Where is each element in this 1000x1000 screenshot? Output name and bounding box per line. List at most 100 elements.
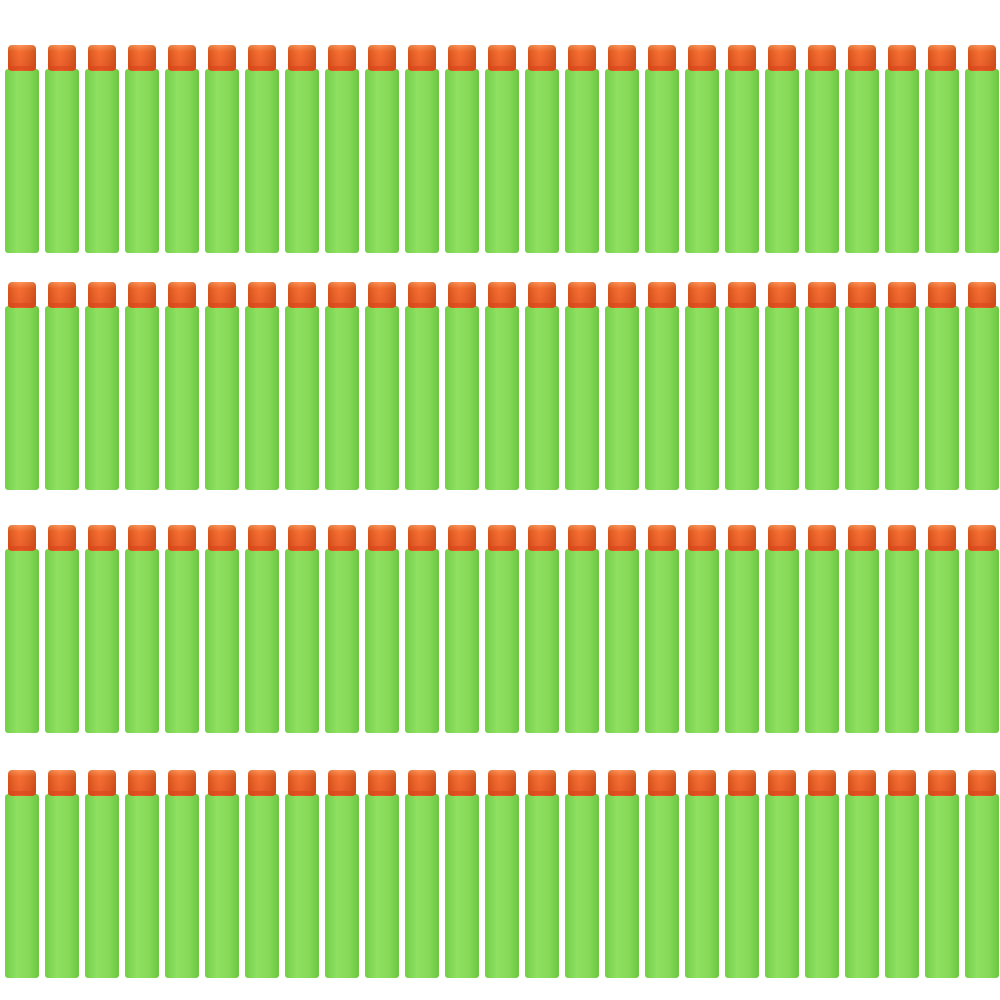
dart-tip-shade bbox=[488, 45, 516, 71]
dart-row bbox=[5, 770, 999, 978]
dart-body bbox=[565, 306, 599, 490]
dart bbox=[885, 45, 919, 253]
dart-body bbox=[805, 69, 839, 253]
dart-body bbox=[365, 69, 399, 253]
dart-body bbox=[45, 794, 79, 978]
dart-tip-shade bbox=[768, 525, 796, 551]
dart-body bbox=[565, 69, 599, 253]
dart-tip-rim bbox=[528, 546, 556, 550]
dart bbox=[205, 45, 239, 253]
dart-body bbox=[245, 549, 279, 733]
dart-tip-rim bbox=[288, 303, 316, 307]
dart-tip-rim bbox=[648, 303, 676, 307]
dart-body bbox=[645, 549, 679, 733]
dart-body bbox=[685, 794, 719, 978]
dart-body bbox=[325, 794, 359, 978]
dart-tip-shade bbox=[728, 770, 756, 796]
dart-body bbox=[45, 69, 79, 253]
dart bbox=[965, 282, 999, 490]
dart bbox=[645, 770, 679, 978]
dart-tip-rim bbox=[608, 66, 636, 70]
dart-tip-shade bbox=[608, 45, 636, 71]
dart bbox=[885, 770, 919, 978]
dart-tip-shade bbox=[288, 525, 316, 551]
dart-tip-rim bbox=[528, 303, 556, 307]
dart-tip-shade bbox=[928, 45, 956, 71]
dart bbox=[845, 770, 879, 978]
dart-tip-shade bbox=[928, 525, 956, 551]
dart-tip-shade bbox=[848, 525, 876, 551]
dart-tip-shade bbox=[328, 282, 356, 308]
dart bbox=[165, 770, 199, 978]
dart-tip-shade bbox=[248, 45, 276, 71]
dart-body bbox=[125, 69, 159, 253]
dart-tip-shade bbox=[88, 45, 116, 71]
dart bbox=[885, 282, 919, 490]
dart bbox=[85, 770, 119, 978]
dart-tip-rim bbox=[928, 303, 956, 307]
dart-body bbox=[685, 549, 719, 733]
dart-tip-rim bbox=[568, 66, 596, 70]
dart-tip-rim bbox=[368, 66, 396, 70]
dart-tip-shade bbox=[568, 525, 596, 551]
dart-tip-shade bbox=[768, 770, 796, 796]
dart bbox=[405, 770, 439, 978]
dart-tip-rim bbox=[288, 66, 316, 70]
dart-tip-shade bbox=[728, 282, 756, 308]
dart-tip-shade bbox=[888, 525, 916, 551]
dart bbox=[565, 45, 599, 253]
dart-tip-rim bbox=[208, 546, 236, 550]
dart-body bbox=[965, 549, 999, 733]
dart-tip-shade bbox=[88, 770, 116, 796]
dart-tip-shade bbox=[208, 525, 236, 551]
dart-tip-shade bbox=[688, 45, 716, 71]
dart bbox=[565, 770, 599, 978]
dart bbox=[685, 282, 719, 490]
dart bbox=[925, 45, 959, 253]
dart-tip-shade bbox=[888, 45, 916, 71]
dart-tip-shade bbox=[128, 45, 156, 71]
dart-body bbox=[365, 306, 399, 490]
dart-tip-rim bbox=[8, 303, 36, 307]
dart bbox=[325, 45, 359, 253]
dart-body bbox=[605, 306, 639, 490]
dart bbox=[5, 525, 39, 733]
dart bbox=[525, 282, 559, 490]
dart-tip-shade bbox=[648, 770, 676, 796]
dart-tip-rim bbox=[488, 791, 516, 795]
dart-tip-rim bbox=[168, 66, 196, 70]
dart-tip-rim bbox=[208, 303, 236, 307]
dart-tip-shade bbox=[328, 525, 356, 551]
dart-tip-rim bbox=[88, 791, 116, 795]
dart-body bbox=[685, 69, 719, 253]
dart-tip-shade bbox=[288, 45, 316, 71]
dart-tip-rim bbox=[8, 791, 36, 795]
dart bbox=[525, 770, 559, 978]
dart-body bbox=[205, 794, 239, 978]
dart bbox=[805, 770, 839, 978]
dart-tip-rim bbox=[968, 303, 996, 307]
dart bbox=[805, 282, 839, 490]
dart-tip-shade bbox=[608, 282, 636, 308]
dart-tip-rim bbox=[968, 66, 996, 70]
dart-tip-rim bbox=[488, 66, 516, 70]
dart-tip-shade bbox=[368, 770, 396, 796]
dart-tip-rim bbox=[8, 546, 36, 550]
dart-body bbox=[765, 794, 799, 978]
dart-tip-shade bbox=[648, 525, 676, 551]
dart-tip-rim bbox=[728, 791, 756, 795]
dart bbox=[445, 282, 479, 490]
dart-tip-rim bbox=[368, 303, 396, 307]
dart bbox=[365, 525, 399, 733]
dart-tip-shade bbox=[888, 282, 916, 308]
dart-body bbox=[765, 69, 799, 253]
dart-body bbox=[445, 794, 479, 978]
dart-tip-shade bbox=[968, 525, 996, 551]
dart bbox=[125, 770, 159, 978]
dart-tip-rim bbox=[808, 66, 836, 70]
dart-tip-rim bbox=[888, 66, 916, 70]
dart-tip-rim bbox=[568, 303, 596, 307]
dart-body bbox=[845, 549, 879, 733]
